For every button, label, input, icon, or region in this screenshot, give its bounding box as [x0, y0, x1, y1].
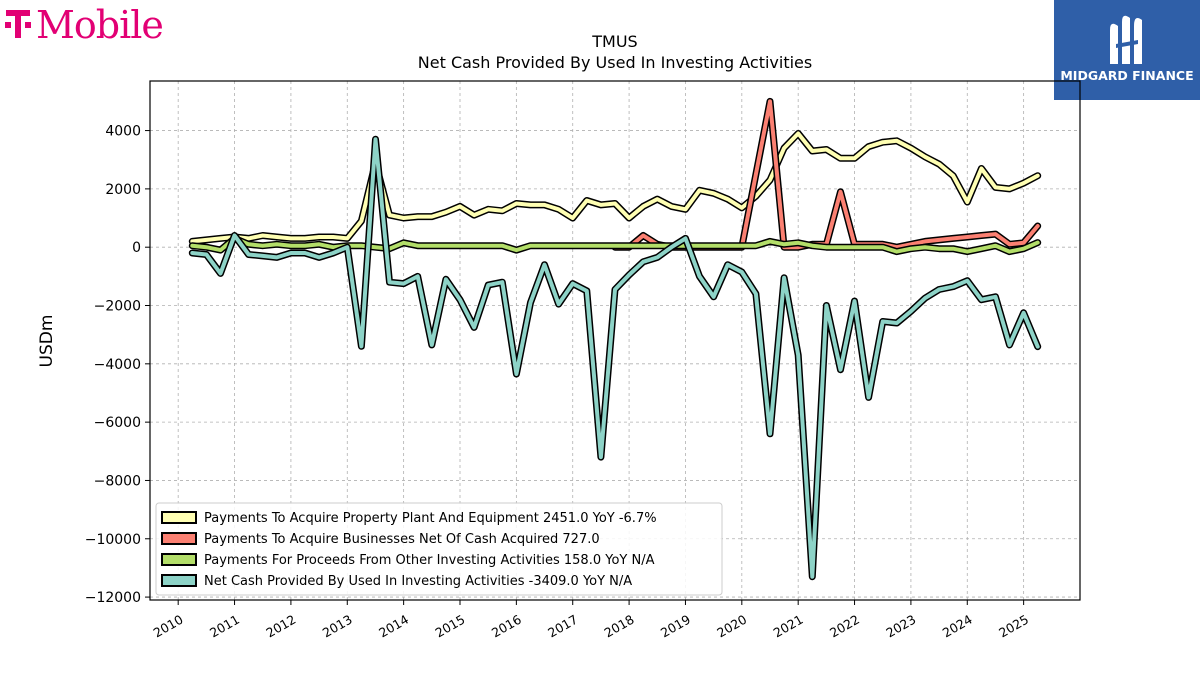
- x-tick-label: 2020: [714, 612, 749, 641]
- series-3: [188, 135, 1042, 581]
- y-tick-label: 4000: [105, 124, 141, 140]
- chart-title: TMUS: [591, 32, 637, 51]
- x-tick-label: 2013: [320, 612, 355, 641]
- series-outline: [611, 97, 1042, 251]
- t-mobile-logo: Mobile: [4, 0, 184, 56]
- midgard-logo-icon: [1110, 15, 1142, 64]
- series-line: [190, 137, 1040, 579]
- y-tick-label: −6000: [94, 415, 141, 431]
- y-tick-label: −2000: [94, 299, 141, 315]
- chart-subtitle: Net Cash Provided By Used In Investing A…: [418, 53, 812, 72]
- x-tick-label: 2021: [771, 612, 806, 641]
- x-tick-label: 2024: [940, 612, 975, 641]
- series-lines: [188, 97, 1042, 581]
- svg-text:Mobile: Mobile: [36, 3, 163, 46]
- legend-swatch: [161, 511, 197, 524]
- series-2: [188, 234, 1042, 256]
- y-tick-label: −10000: [85, 532, 141, 548]
- legend-label: Net Cash Provided By Used In Investing A…: [204, 574, 632, 589]
- midgard-finance-badge: MIDGARD FINANCE: [1054, 0, 1200, 100]
- series-line: [190, 131, 1040, 244]
- series-1: [611, 97, 1042, 251]
- x-tick-label: 2015: [432, 612, 467, 641]
- x-tick-label: 2018: [602, 612, 637, 641]
- x-tick-label: 2025: [996, 612, 1031, 641]
- series-line: [190, 236, 1040, 254]
- legend-swatch: [161, 574, 197, 587]
- x-tick-label: 2022: [827, 612, 862, 641]
- y-tick-label: 2000: [105, 182, 141, 198]
- legend-swatch: [161, 553, 197, 566]
- legend-label: Payments To Acquire Businesses Net Of Ca…: [204, 532, 600, 547]
- x-tick-label: 2014: [376, 612, 411, 641]
- t-mobile-logo-mark: Mobile: [5, 3, 164, 47]
- legend-box: [155, 502, 723, 596]
- x-tick-label: 2017: [545, 612, 580, 641]
- y-tick-label: −4000: [94, 357, 141, 373]
- badge-label: MIDGARD FINANCE: [1060, 68, 1194, 83]
- x-tick-label: 2011: [207, 612, 242, 641]
- x-tick-label: 2010: [151, 612, 186, 641]
- series-line: [613, 99, 1040, 250]
- y-tick-label: −12000: [85, 590, 141, 606]
- x-tick-label: 2016: [489, 612, 524, 641]
- series-0: [188, 130, 1042, 245]
- y-axis-label: USDm: [37, 315, 57, 368]
- legend-swatch: [161, 532, 197, 545]
- x-tick-label: 2012: [263, 612, 298, 641]
- x-tick-label: 2019: [658, 612, 693, 641]
- legend-label: Payments For Proceeds From Other Investi…: [204, 553, 655, 568]
- y-tick-label: 0: [132, 240, 141, 256]
- x-tick-label: 2023: [883, 612, 918, 641]
- legend: Payments To Acquire Property Plant And E…: [155, 502, 723, 596]
- plot-frame: [149, 80, 1081, 601]
- legend-label: Payments To Acquire Property Plant And E…: [204, 511, 657, 526]
- y-tick-label: −8000: [94, 473, 141, 489]
